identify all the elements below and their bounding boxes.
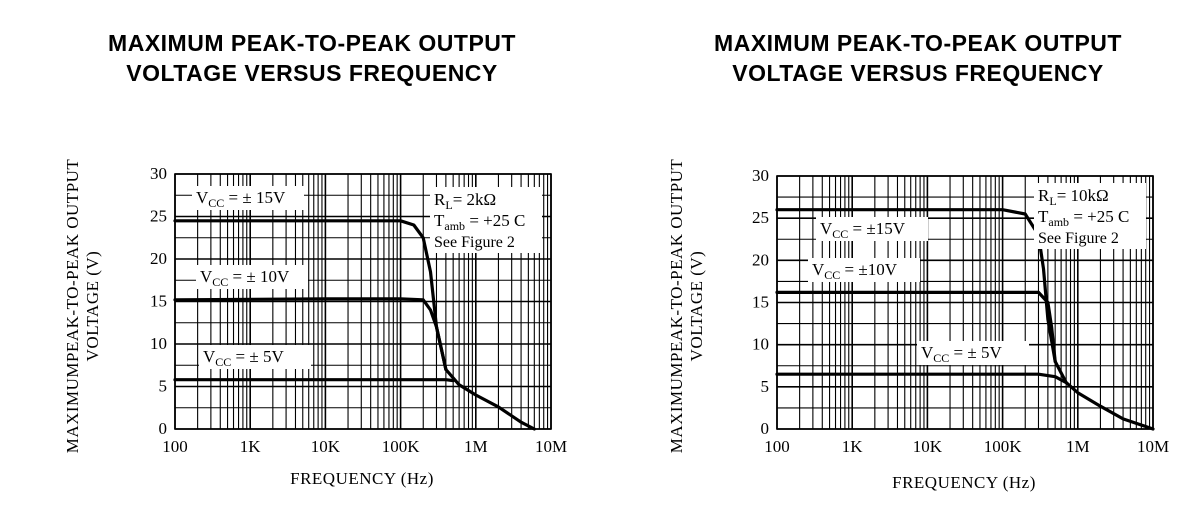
- x-tick-label: 1M: [464, 437, 488, 456]
- condition-rl: RL= 10kΩ: [1038, 186, 1109, 208]
- y-tick-label: 0: [159, 419, 168, 438]
- title-line-1: MAXIMUM PEAK-TO-PEAK OUTPUT: [108, 30, 516, 56]
- x-tick-label: 1K: [240, 437, 262, 456]
- series-label-0: VCC = ± 15V: [196, 188, 286, 210]
- series-label-2: VCC = ± 5V: [921, 343, 1002, 365]
- title-line-2: VOLTAGE VERSUS FREQUENCY: [732, 60, 1104, 86]
- x-tick-label: 100: [764, 437, 790, 456]
- chart-title-right: MAXIMUM PEAK-TO-PEAK OUTPUT VOLTAGE VERS…: [648, 28, 1188, 88]
- x-tick-label: 10M: [1137, 437, 1169, 456]
- condition-see-figure: See Figure 2: [434, 234, 515, 251]
- series-label-bg: [816, 217, 928, 241]
- y-axis-label-line-1: MAXIMUMPEAK-TO-PEAK OUTPUT: [63, 159, 82, 454]
- series-line-0: [775, 208, 1155, 431]
- series-label-bg: [917, 341, 1029, 365]
- condition-rl: RL= 2kΩ: [434, 190, 496, 212]
- y-tick-label: 30: [752, 166, 769, 185]
- x-tick-label: 100: [162, 437, 188, 456]
- y-tick-label: 0: [761, 419, 770, 438]
- y-axis-label: MAXIMUMPEAK-TO-PEAK OUTPUT VOLTAGE (V): [63, 159, 102, 454]
- chart-title-left: MAXIMUM PEAK-TO-PEAK OUTPUT VOLTAGE VERS…: [42, 28, 582, 88]
- y-tick-label: 10: [752, 335, 769, 354]
- condition-see-figure: See Figure 2: [1038, 230, 1119, 247]
- x-tick-label: 10M: [535, 437, 567, 456]
- y-tick-label: 5: [159, 377, 168, 396]
- x-tick-label: 1K: [842, 437, 864, 456]
- y-tick-label: 10: [150, 334, 167, 353]
- x-tick-label: 10K: [913, 437, 943, 456]
- y-axis-label-line-2: VOLTAGE (V): [83, 251, 102, 362]
- series-label-bg: [808, 258, 920, 282]
- y-tick-label: 15: [752, 293, 769, 312]
- series-label-bg: [192, 186, 304, 210]
- chart-right: 100 1K 10K 100K 1M 10M 0 5 10 15 20 25 30 FREQUENCY (…: [667, 159, 1169, 492]
- series-line-1: [775, 290, 1057, 364]
- series-label-1: VCC = ±10V: [812, 260, 898, 282]
- x-axis-label: FREQUENCY (Hz): [892, 473, 1036, 492]
- y-tick-label: 20: [752, 250, 769, 269]
- title-line-1: MAXIMUM PEAK-TO-PEAK OUTPUT: [714, 30, 1122, 56]
- y-tick-label: 25: [150, 207, 167, 226]
- series-line-2: [775, 372, 1068, 385]
- series-label-1: VCC = ± 10V: [200, 267, 290, 289]
- x-tick-label: 100K: [382, 437, 421, 456]
- condition-tamb: Tamb = +25 C: [1038, 207, 1129, 229]
- conditions-bg: [430, 187, 542, 253]
- x-tick-label: 1M: [1066, 437, 1090, 456]
- y-tick-label: 15: [150, 292, 167, 311]
- plot-frame: [776, 175, 1154, 430]
- y-axis-label-line-1: MAXIMUMPEAK-TO-PEAK OUTPUT: [667, 159, 686, 454]
- y-tick-label: 25: [752, 208, 769, 227]
- series-label-0: VCC = ±15V: [820, 219, 906, 241]
- y-tick-label: 20: [150, 249, 167, 268]
- series-label-bg: [199, 345, 311, 369]
- series-label-bg: [196, 265, 308, 289]
- series-label-2: VCC = ± 5V: [203, 347, 284, 369]
- y-tick-label: 30: [150, 164, 167, 183]
- conditions-bg: [1034, 183, 1146, 249]
- series-line-2: [173, 378, 455, 383]
- title-line-2: VOLTAGE VERSUS FREQUENCY: [126, 60, 498, 86]
- x-tick-label: 100K: [984, 437, 1023, 456]
- condition-tamb: Tamb = +25 C: [434, 211, 525, 233]
- y-axis-label: MAXIMUMPEAK-TO-PEAK OUTPUT VOLTAGE (V): [667, 159, 706, 454]
- x-axis-label: FREQUENCY (Hz): [290, 469, 434, 488]
- y-tick-label: 5: [761, 377, 770, 396]
- y-axis-label-line-2: VOLTAGE (V): [687, 251, 706, 362]
- series-line-1: [173, 297, 448, 372]
- plot-frame: [174, 173, 552, 430]
- chart-left: 100 1K 10K 100K 1M 10M 0 5 10 15 20 25 30 FREQUENCY (…: [63, 159, 567, 488]
- x-tick-label: 10K: [311, 437, 341, 456]
